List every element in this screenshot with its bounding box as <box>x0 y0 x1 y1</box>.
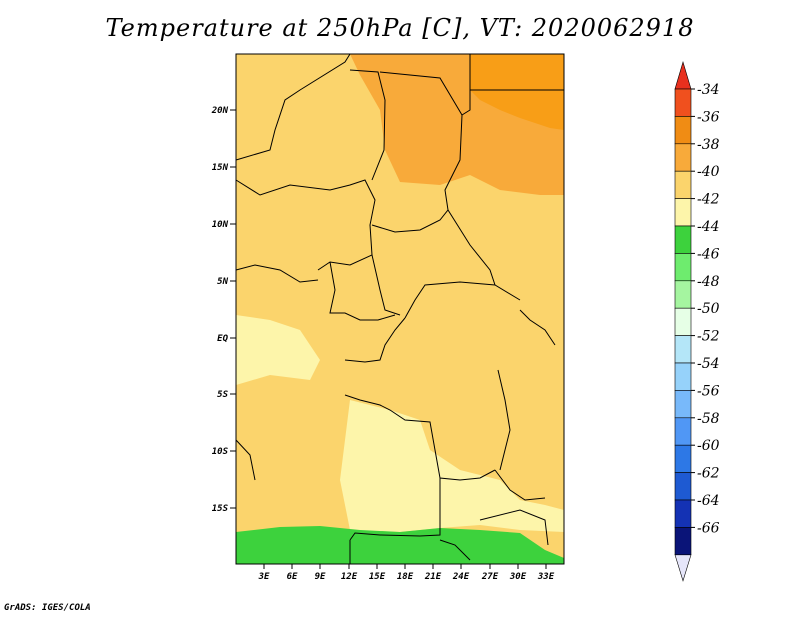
colorbar-label: -60 <box>697 438 720 454</box>
colorbar-label: -34 <box>697 82 720 98</box>
colorbar-label: -54 <box>697 356 720 372</box>
colorbar-label: -44 <box>697 219 720 235</box>
colorbar-swatch <box>674 444 692 473</box>
colorbar-label: -56 <box>697 383 720 399</box>
colorbar-swatch <box>674 170 692 199</box>
colorbar-swatch <box>674 527 692 556</box>
colorbar-label: -58 <box>697 411 720 427</box>
colorbar-swatch <box>674 88 692 117</box>
colorbar-label: -48 <box>697 274 720 290</box>
lon-label: 15E <box>369 572 386 582</box>
lat-label: 5S <box>217 390 228 400</box>
colorbar-swatch <box>674 116 692 145</box>
colorbar-swatch <box>674 253 692 282</box>
field-south-pale <box>340 400 564 532</box>
latitude-axis: 20N 15N 10N 5N EQ 5S 10S 15S <box>211 106 236 514</box>
colorbar-swatch <box>674 225 692 254</box>
map-frame <box>235 53 565 565</box>
lat-label: EQ <box>217 334 228 344</box>
colorbar-label: -40 <box>697 164 720 180</box>
colorbar-swatch <box>674 198 692 227</box>
lon-label: 3E <box>258 572 270 582</box>
colorbar-swatch <box>674 280 692 309</box>
colorbar-top-arrow <box>674 60 692 90</box>
colorbar-label: -36 <box>697 109 720 125</box>
lon-label: 21E <box>424 572 442 582</box>
colorbar-bottom-arrow <box>674 554 692 582</box>
colorbar-label: -62 <box>697 466 720 482</box>
colorbar-label: -50 <box>697 301 720 317</box>
colorbar-swatch <box>674 362 692 391</box>
grads-credit: GrADS: IGES/COLA <box>4 603 91 613</box>
lat-label: 15N <box>212 163 229 173</box>
colorbar-swatch <box>674 472 692 501</box>
colorbar-swatch <box>674 143 692 172</box>
field-northeast-darkorange <box>470 54 564 130</box>
colorbar-swatch <box>674 499 692 528</box>
field-green <box>236 526 564 564</box>
lon-label: 12E <box>341 572 358 582</box>
colorbar-label: -46 <box>697 246 720 262</box>
temperature-field <box>236 54 564 564</box>
lat-label: 5N <box>217 277 228 287</box>
longitude-axis: 3E 6E 9E 12E 15E 18E 21E 24E 27E 30E 33E <box>258 564 555 582</box>
colorbar-swatch <box>674 417 692 446</box>
colorbar-swatch <box>674 335 692 364</box>
lat-label: 20N <box>211 106 229 116</box>
colorbar-label: -38 <box>697 137 720 153</box>
field-southwest-pale <box>236 315 320 385</box>
lon-label: 27E <box>481 572 499 582</box>
lon-label: 9E <box>315 572 326 582</box>
lon-label: 24E <box>452 572 470 582</box>
colorbar-swatch <box>674 390 692 419</box>
lat-label: 10S <box>212 447 229 457</box>
lon-label: 30E <box>509 572 527 582</box>
colorbar-swatch <box>674 307 692 336</box>
lon-label: 18E <box>397 572 414 582</box>
lon-label: 6E <box>287 572 298 582</box>
lat-label: 10N <box>212 220 229 230</box>
colorbar: -34 -36 -38 -40 -42 -44 -46 -48 -50 -52 -54 -56 -58 -… <box>674 60 720 582</box>
country-borders <box>235 53 564 564</box>
map-title: Temperature at 250hPa [C], VT: 202006291… <box>105 14 695 42</box>
colorbar-label: -64 <box>697 493 720 509</box>
lon-label: 33E <box>537 572 555 582</box>
lat-label: 15S <box>212 504 229 514</box>
colorbar-label: -66 <box>697 520 720 536</box>
colorbar-label: -42 <box>697 192 720 208</box>
colorbar-label: -52 <box>697 329 720 345</box>
